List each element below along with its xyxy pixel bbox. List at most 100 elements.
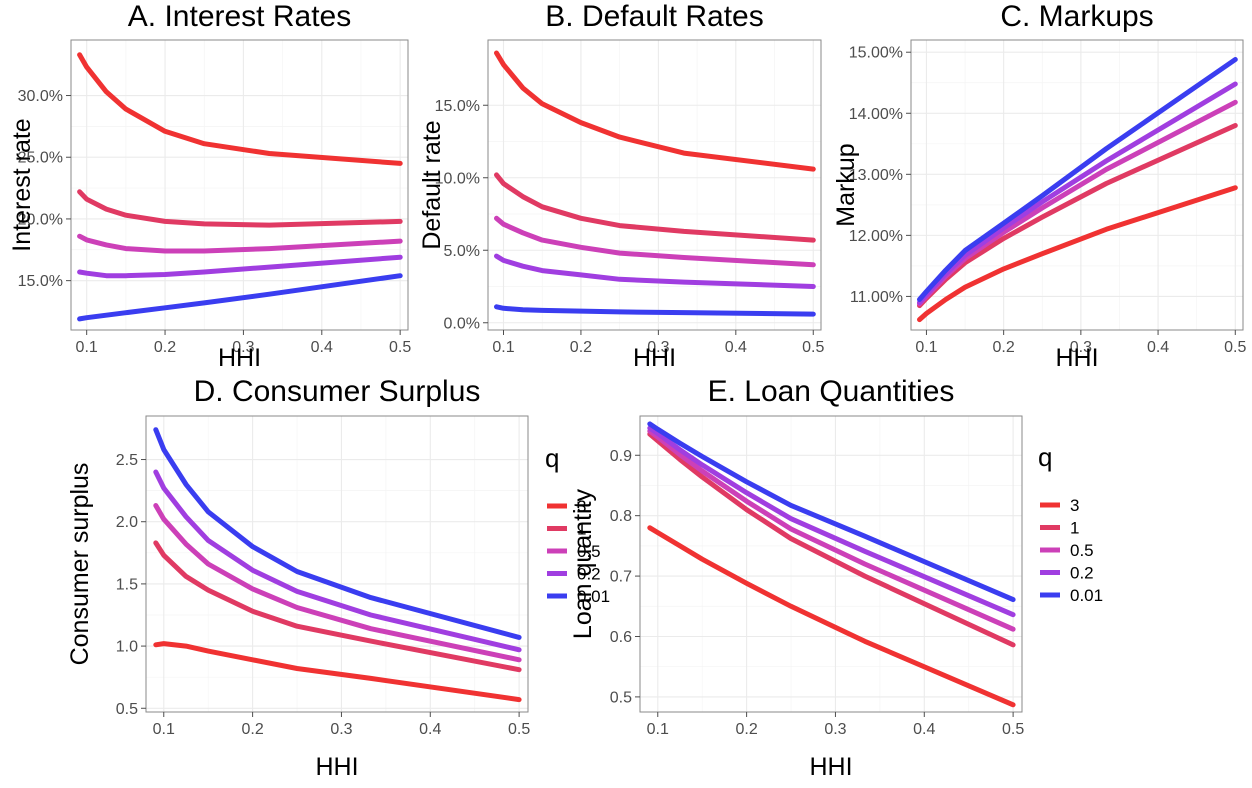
y-tick-label: 0.0% bbox=[444, 315, 480, 332]
chart-panel-C: 0.1 0.2 0.3 0.4 0.5 11.00% 12.00% 13.00% 14.00% 1… bbox=[832, 0, 1246, 372]
y-tick-label: 30.0% bbox=[18, 88, 63, 105]
panel-title: C. Markups bbox=[1000, 0, 1153, 33]
y-tick-label: 20.0% bbox=[18, 211, 63, 228]
panel-title: D. Consumer Surplus bbox=[194, 375, 481, 408]
legend-item-label: 0.2 bbox=[1070, 564, 1094, 583]
x-axis-title: HHI bbox=[315, 753, 358, 781]
series-line-q-3 bbox=[77, 52, 403, 166]
series-line-q-0.01 bbox=[494, 304, 816, 317]
x-tick-label: 0.5 bbox=[508, 721, 530, 738]
y-tick-label: 25.0% bbox=[18, 150, 63, 167]
x-tick-label: 0.1 bbox=[915, 339, 937, 356]
legend-item-label: 3 bbox=[577, 497, 586, 516]
series-group bbox=[647, 421, 1016, 708]
legend-title: q bbox=[1038, 442, 1052, 472]
legend-item-label: 0.01 bbox=[577, 587, 610, 606]
y-tick-label: 0.5 bbox=[116, 701, 138, 718]
series-line-q-3 bbox=[494, 50, 816, 172]
y-axis-title: Markup bbox=[832, 143, 860, 226]
series-line-q-3 bbox=[917, 185, 1238, 323]
x-tick-label: 0.5 bbox=[389, 339, 411, 356]
panel-border bbox=[910, 39, 1244, 331]
x-tick-label: 0.4 bbox=[419, 721, 441, 738]
series-group bbox=[494, 50, 816, 317]
x-tick-label: 0.1 bbox=[76, 339, 98, 356]
y-axis-title: Consumer surplus bbox=[66, 463, 94, 666]
panel-title: E. Loan Quantities bbox=[708, 375, 955, 408]
x-tick-label: 0.5 bbox=[1224, 339, 1246, 356]
legend-item-label: 1 bbox=[577, 520, 586, 539]
x-tick-label: 0.2 bbox=[735, 721, 757, 738]
y-axis-title: Default rate bbox=[418, 120, 446, 249]
series-line-q-0.01 bbox=[153, 427, 522, 640]
series-line-q-0.2 bbox=[153, 469, 522, 653]
y-tick-label: 0.9 bbox=[610, 448, 632, 465]
x-tick-label: 0.4 bbox=[913, 721, 935, 738]
x-tick-label: 0.1 bbox=[492, 339, 514, 356]
y-axis-title: Interest rate bbox=[8, 118, 36, 251]
series-line-q-0.01 bbox=[77, 273, 403, 322]
legend-item-label: 0.2 bbox=[577, 565, 601, 584]
legend: q 3 1 0.5 0.2 0.01 bbox=[1038, 442, 1103, 605]
x-tick-label: 0.2 bbox=[154, 339, 176, 356]
x-axis-title: HHI bbox=[633, 344, 676, 372]
x-tick-label: 0.2 bbox=[993, 339, 1015, 356]
series-line-q-1 bbox=[153, 540, 522, 673]
series-line-q-0.01 bbox=[647, 421, 1016, 603]
y-tick-label: 0.8 bbox=[610, 508, 632, 525]
chart-panel-D: 0.1 0.2 0.3 0.4 0.5 0.5 1.0 1.5 2.0 2.5 D. Consume… bbox=[66, 375, 610, 781]
y-tick-label: 2.0 bbox=[116, 514, 138, 531]
panel-border bbox=[487, 39, 822, 331]
legend-item-label: 1 bbox=[1070, 519, 1079, 538]
y-tick-label: 13.00% bbox=[849, 167, 903, 184]
chart-panel-B: 0.1 0.2 0.3 0.4 0.5 0.0% 5.0% 10.0% 15.0% B. Defa… bbox=[418, 0, 824, 372]
legend-item-label: 3 bbox=[1070, 496, 1079, 515]
y-tick-label: 15.0% bbox=[435, 98, 480, 115]
y-tick-label: 2.5 bbox=[116, 452, 138, 469]
series-line-q-3 bbox=[647, 525, 1016, 708]
y-tick-label: 0.7 bbox=[610, 569, 632, 586]
series-line-q-0.2 bbox=[77, 254, 403, 279]
y-tick-label: 5.0% bbox=[444, 243, 480, 260]
panel-border bbox=[145, 415, 529, 713]
chart-panel-E: 0.1 0.2 0.3 0.4 0.5 0.5 0.6 0.7 0.8 0.9 E. Loan Qu… bbox=[569, 375, 1103, 781]
y-tick-label: 1.0 bbox=[116, 639, 138, 656]
chart-panel-A: 0.1 0.2 0.3 0.4 0.5 15.0% 20.0% 25.0% 30.0% A. In… bbox=[8, 0, 411, 372]
legend-item-label: 0.5 bbox=[577, 542, 601, 561]
x-tick-label: 0.3 bbox=[647, 339, 669, 356]
x-tick-label: 0.3 bbox=[232, 339, 254, 356]
series-line-q-0.5 bbox=[494, 215, 816, 268]
x-tick-label: 0.5 bbox=[802, 339, 824, 356]
series-group bbox=[917, 57, 1238, 323]
series-line-q-0.5 bbox=[153, 503, 522, 663]
series-line-q-0.2 bbox=[494, 253, 816, 289]
x-tick-label: 0.5 bbox=[1002, 721, 1024, 738]
x-tick-label: 0.1 bbox=[647, 721, 669, 738]
series-group bbox=[153, 427, 522, 703]
panel-border bbox=[70, 39, 409, 331]
series-line-q-1 bbox=[77, 189, 403, 228]
x-tick-label: 0.4 bbox=[311, 339, 333, 356]
y-tick-label: 15.0% bbox=[18, 273, 63, 290]
panel-title: B. Default Rates bbox=[545, 0, 763, 33]
series-line-q-3 bbox=[153, 641, 522, 703]
legend-title: q bbox=[545, 443, 559, 473]
y-tick-label: 11.00% bbox=[850, 289, 903, 306]
y-tick-label: 15.00% bbox=[849, 45, 903, 62]
series-line-q-1 bbox=[647, 431, 1016, 648]
y-tick-label: 12.00% bbox=[849, 228, 903, 245]
legend-item-label: 0.5 bbox=[1070, 541, 1094, 560]
x-tick-label: 0.3 bbox=[1070, 339, 1092, 356]
x-tick-label: 0.1 bbox=[153, 721, 175, 738]
x-axis-title: HHI bbox=[1055, 344, 1098, 372]
x-tick-label: 0.4 bbox=[1147, 339, 1169, 356]
x-axis-title: HHI bbox=[809, 753, 852, 781]
series-group bbox=[77, 52, 403, 322]
series-line-q-0.5 bbox=[77, 233, 403, 254]
x-tick-label: 0.2 bbox=[241, 721, 263, 738]
y-tick-label: 14.00% bbox=[849, 106, 903, 123]
series-line-q-0.5 bbox=[647, 428, 1016, 632]
x-axis-title: HHI bbox=[218, 344, 261, 372]
